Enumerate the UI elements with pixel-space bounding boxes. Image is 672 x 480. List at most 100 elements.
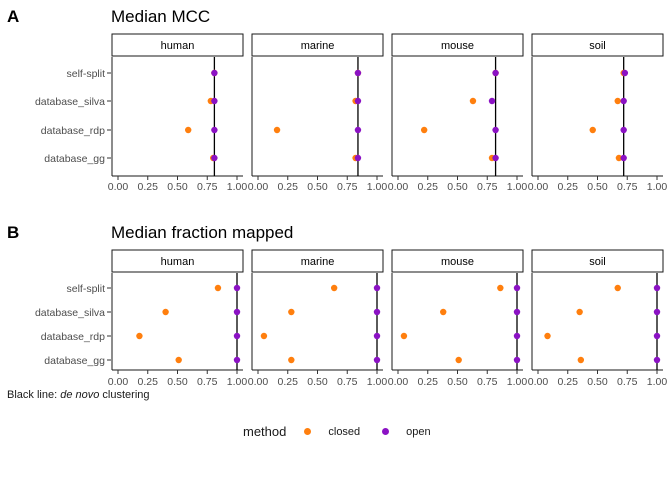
panel-a-ylabel-database_gg: database_gg bbox=[44, 153, 105, 165]
panel-a-xtick-label-soil-0.75: 0.75 bbox=[617, 181, 638, 193]
panel-a-point-human-open-database_rdp bbox=[211, 126, 218, 134]
panel-a-point-mouse-open-database_silva bbox=[488, 97, 496, 105]
panel-b-strip-mouse bbox=[391, 249, 524, 273]
panel-b-point-human-closed-self-split bbox=[214, 284, 222, 292]
panel-b-point-mouse-closed-database_gg bbox=[455, 356, 462, 364]
panel-a-point-mouse-open-database_gg bbox=[492, 154, 499, 162]
panel-b-ylabel-self-split: self-split bbox=[66, 283, 105, 295]
footnote: Black line: de novo clustering bbox=[7, 389, 150, 401]
panel-b-point-marine-open-self-split bbox=[373, 284, 381, 292]
panel-b-point-mouse-open-database_rdp bbox=[513, 332, 521, 340]
panel-b-letter: B bbox=[7, 223, 19, 242]
footnote-italic: de novo bbox=[60, 389, 100, 401]
panel-b-point-marine-open-database_silva bbox=[373, 308, 381, 316]
panel-b-xtick-label-soil-0.75: 0.75 bbox=[617, 376, 638, 388]
panel-b-point-human-closed-database_gg bbox=[175, 356, 182, 364]
panel-a-point-mouse-closed-database_rdp bbox=[420, 126, 428, 134]
panel-b-point-mouse-open-self-split bbox=[513, 284, 521, 292]
panel-a-point-human-closed-database_rdp bbox=[185, 126, 192, 134]
panel-b-strip-label-marine: marine bbox=[301, 256, 335, 268]
legend-title: method bbox=[243, 424, 287, 439]
panel-b-point-mouse-open-database_gg bbox=[513, 356, 521, 364]
footnote-suffix: clustering bbox=[99, 389, 150, 401]
panel-a-xtick-label-mouse-0.25: 0.25 bbox=[418, 181, 439, 193]
panel-a-point-marine-closed-database_rdp bbox=[273, 126, 281, 134]
panel-a-point-human-open-database_silva bbox=[211, 97, 218, 105]
panel-b-point-soil-open-database_rdp bbox=[653, 332, 661, 340]
panel-b-point-soil-closed-self-split bbox=[614, 284, 621, 292]
panel-b-xtick-label-mouse-0.50: 0.50 bbox=[447, 376, 468, 388]
panel-b-xtick-label-human-0.50: 0.50 bbox=[167, 376, 188, 388]
panel-b-strip-label-mouse: mouse bbox=[441, 256, 474, 268]
panel-a-point-soil-open-database_silva bbox=[620, 97, 627, 105]
panel-a-point-marine-open-self-split bbox=[354, 69, 362, 77]
panel-b-point-mouse-open-database_silva bbox=[513, 308, 521, 316]
panel-a-xtick-label-human-0.00: 0.00 bbox=[108, 181, 129, 193]
panel-b-point-soil-open-database_silva bbox=[653, 308, 661, 316]
panel-a-xtick-label-human-0.75: 0.75 bbox=[197, 181, 218, 193]
panel-a-point-mouse-closed-database_silva bbox=[469, 97, 477, 105]
panel-b-point-human-open-database_rdp bbox=[233, 332, 241, 340]
panel-b-xtick-label-mouse-0.25: 0.25 bbox=[418, 376, 439, 388]
panel-b-point-human-closed-database_silva bbox=[162, 308, 169, 316]
panel-a-xtick-label-mouse-0.00: 0.00 bbox=[388, 181, 409, 193]
panel-a-xtick-label-human-1.00: 1.00 bbox=[227, 181, 248, 193]
panel-b-strip-marine bbox=[251, 249, 384, 273]
panel-a-ylabel-self-split: self-split bbox=[66, 68, 105, 80]
panel-a-strip-label-soil: soil bbox=[589, 40, 606, 52]
panel-b-point-soil-closed-database_gg bbox=[577, 356, 585, 364]
panel-a-point-soil-open-database_gg bbox=[620, 154, 627, 162]
panel-b-point-soil-open-self-split bbox=[653, 284, 661, 292]
panel-b-point-marine-open-database_rdp bbox=[373, 332, 381, 340]
panel-b-point-marine-closed-database_rdp bbox=[260, 332, 268, 340]
panel-b-xtick-label-human-1.00: 1.00 bbox=[227, 376, 248, 388]
panel-b-point-mouse-closed-database_rdp bbox=[400, 332, 408, 340]
panel-b-xtick-label-soil-1.00: 1.00 bbox=[647, 376, 668, 388]
panel-b-point-soil-closed-database_silva bbox=[576, 308, 583, 316]
panel-b-point-mouse-closed-self-split bbox=[497, 284, 504, 292]
panel-b-xtick-label-soil-0.00: 0.00 bbox=[528, 376, 549, 388]
panel-b-xtick-label-marine-0.50: 0.50 bbox=[307, 376, 328, 388]
panel-b-xtick-label-human-0.25: 0.25 bbox=[138, 376, 159, 388]
legend-label-closed: closed bbox=[328, 425, 361, 438]
panel-b-point-human-closed-database_rdp bbox=[136, 332, 143, 340]
panel-a-strip-human bbox=[111, 33, 244, 57]
panel-b-point-marine-closed-database_silva bbox=[288, 308, 295, 316]
panel-b-xtick-label-marine-0.00: 0.00 bbox=[248, 376, 269, 388]
panel-a-point-human-open-database_gg bbox=[211, 154, 218, 162]
panel-a-xtick-label-mouse-0.75: 0.75 bbox=[477, 181, 498, 193]
panel-a-xtick-label-soil-0.50: 0.50 bbox=[587, 181, 608, 193]
panel-a-point-soil-closed-database_rdp bbox=[589, 126, 596, 134]
panel-a-point-human-open-self-split bbox=[211, 69, 218, 77]
footnote-prefix: Black line: bbox=[7, 389, 61, 401]
panel-a-xtick-label-marine-1.00: 1.00 bbox=[367, 181, 388, 193]
panel-a-ylabel-database_silva: database_silva bbox=[35, 96, 105, 108]
panel-b-point-marine-closed-database_gg bbox=[288, 356, 295, 364]
panel-a-xtick-label-mouse-1.00: 1.00 bbox=[507, 181, 528, 193]
panel-a-letter: A bbox=[7, 7, 19, 26]
panel-a-xtick-label-soil-0.00: 0.00 bbox=[528, 181, 549, 193]
panel-a-point-soil-closed-database_silva bbox=[614, 97, 621, 105]
panel-b-point-marine-open-database_gg bbox=[373, 356, 381, 364]
panel-a-strip-soil bbox=[531, 33, 664, 57]
panel-b-xtick-label-soil-0.50: 0.50 bbox=[587, 376, 608, 388]
panel-b-point-human-open-database_gg bbox=[233, 356, 241, 364]
legend-label-open: open bbox=[406, 425, 431, 438]
legend-dot-open bbox=[382, 428, 390, 435]
panel-a-xtick-label-marine-0.50: 0.50 bbox=[307, 181, 328, 193]
panel-b-xtick-label-mouse-0.00: 0.00 bbox=[388, 376, 409, 388]
panel-b-xtick-label-soil-0.25: 0.25 bbox=[558, 376, 579, 388]
panel-a-strip-marine bbox=[251, 33, 384, 57]
panel-a-point-marine-open-database_silva bbox=[354, 97, 362, 105]
panel-a-xtick-label-soil-1.00: 1.00 bbox=[647, 181, 668, 193]
panel-a-point-soil-closed-database_gg bbox=[615, 154, 623, 162]
panel-a-xtick-label-marine-0.75: 0.75 bbox=[337, 181, 358, 193]
panel-b-xtick-label-marine-1.00: 1.00 bbox=[367, 376, 388, 388]
panel-a-title: Median MCC bbox=[111, 7, 210, 26]
panel-b-xtick-label-human-0.75: 0.75 bbox=[197, 376, 218, 388]
panel-b-strip-soil bbox=[531, 249, 664, 273]
panel-a-point-marine-open-database_gg bbox=[354, 154, 362, 162]
panel-b-ylabel-database_silva: database_silva bbox=[35, 307, 105, 319]
panel-b-xtick-label-mouse-1.00: 1.00 bbox=[507, 376, 528, 388]
